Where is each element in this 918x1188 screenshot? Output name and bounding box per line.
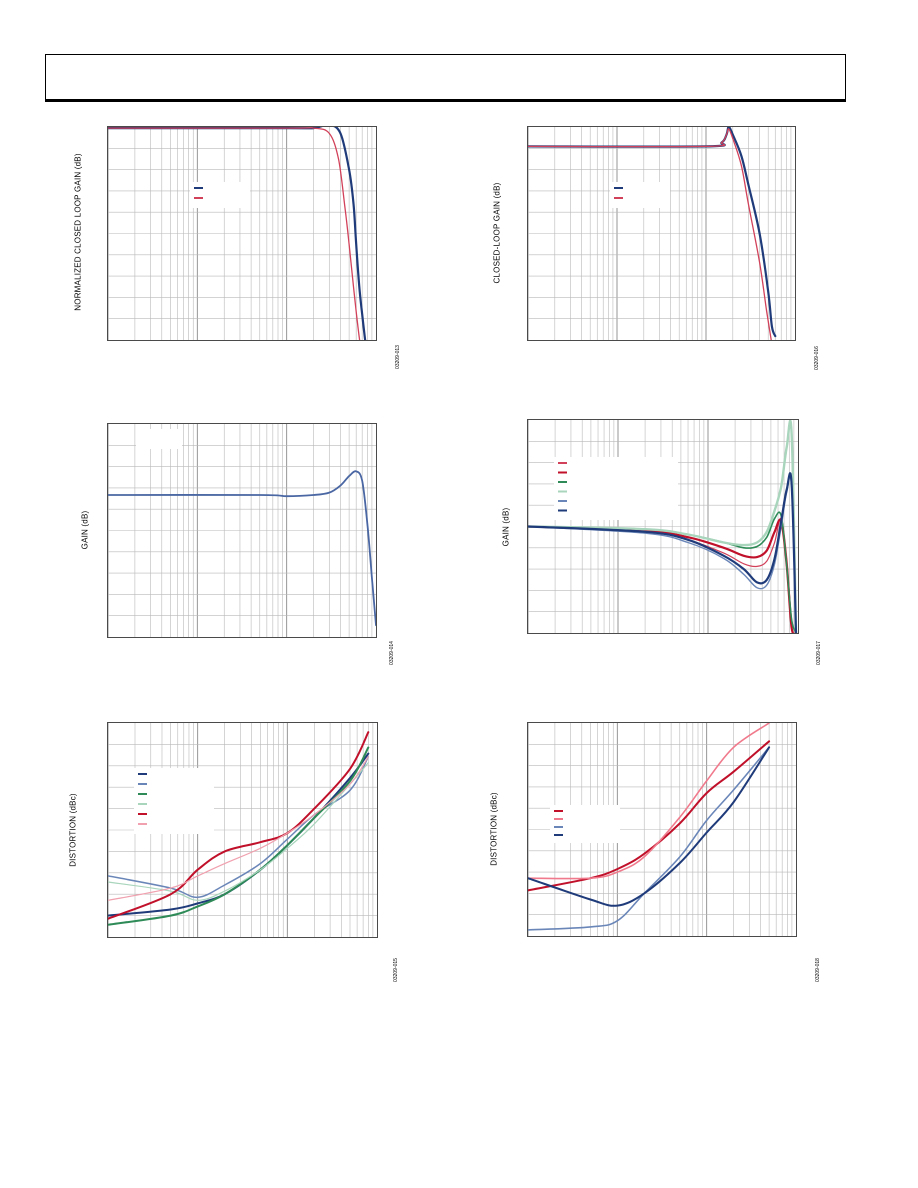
series-line-6 bbox=[528, 472, 798, 633]
chart-5-plot-area bbox=[107, 722, 378, 938]
chart-5-svg bbox=[108, 723, 377, 937]
chart-6-figure-id: 03209-018 bbox=[815, 958, 821, 982]
series-line-2 bbox=[108, 127, 361, 340]
legend-box bbox=[610, 182, 670, 208]
chart-4-figure-id: 03209-017 bbox=[816, 641, 822, 665]
chart-4-svg bbox=[528, 420, 798, 633]
chart-2-ylabel: CLOSED-LOOP GAIN (dB) bbox=[492, 182, 502, 284]
series-line-5 bbox=[108, 731, 370, 920]
chart-1-plot-area bbox=[107, 126, 377, 341]
chart-4-plot-area bbox=[527, 419, 799, 634]
series-line-3 bbox=[528, 746, 770, 931]
legend-box bbox=[190, 182, 250, 208]
chart-3-figure-id: 03209-014 bbox=[389, 641, 395, 665]
chart-2-figure-id: 03209-016 bbox=[814, 346, 820, 370]
chart-2-svg bbox=[528, 127, 795, 340]
chart-3-svg bbox=[108, 424, 376, 637]
chart-3-plot-area bbox=[107, 423, 377, 638]
chart-6-svg bbox=[528, 723, 796, 936]
chart-1-ylabel: NORMALIZED CLOSED LOOP GAIN (dB) bbox=[73, 153, 83, 311]
chart-1-svg bbox=[108, 127, 376, 340]
series-line-2 bbox=[528, 518, 798, 633]
chart-4-ylabel: GAIN (dB) bbox=[501, 507, 511, 547]
legend-box bbox=[134, 768, 214, 834]
legend-box bbox=[136, 429, 182, 449]
chart-3-ylabel: GAIN (dB) bbox=[80, 510, 90, 550]
chart-5-ylabel: DISTORTION (dBc) bbox=[68, 793, 78, 867]
series-line-4 bbox=[108, 762, 369, 901]
series-line-4 bbox=[528, 420, 798, 633]
series-line-1 bbox=[108, 470, 376, 627]
chart-6-plot-area bbox=[527, 722, 797, 937]
chart-5-figure-id: 03209-015 bbox=[393, 958, 399, 982]
series-line-1 bbox=[528, 127, 777, 338]
series-line-4 bbox=[528, 746, 771, 907]
page-header-box bbox=[45, 54, 846, 102]
chart-2-plot-area bbox=[527, 126, 796, 341]
series-line-2 bbox=[528, 128, 772, 340]
series-line-6 bbox=[108, 756, 369, 901]
series-line-2 bbox=[108, 755, 370, 899]
chart-6-ylabel: DISTORTION (dBc) bbox=[489, 792, 499, 866]
chart-1-figure-id: 03209-013 bbox=[395, 345, 401, 369]
legend-box bbox=[554, 457, 678, 520]
series-line-2 bbox=[528, 723, 770, 880]
